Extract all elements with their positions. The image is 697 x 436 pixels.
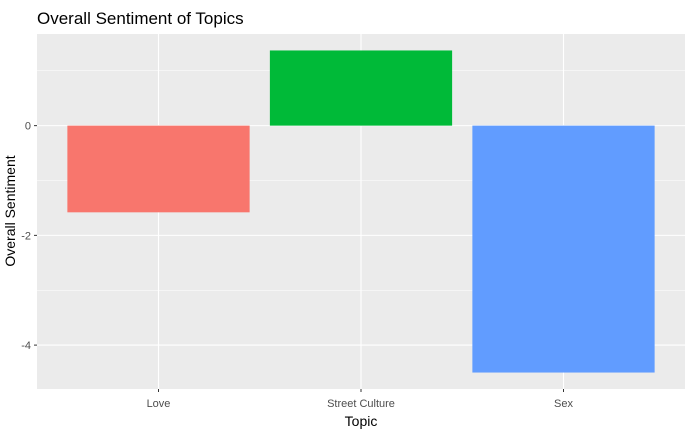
y-axis-title: Overall Sentiment xyxy=(2,155,18,266)
y-tick-label: -4 xyxy=(21,340,31,352)
y-axis-ticks: 0 -2 -4 xyxy=(21,121,37,352)
bars xyxy=(67,50,655,373)
y-tick-label: 0 xyxy=(25,121,31,133)
chart-title: Overall Sentiment of Topics xyxy=(37,9,244,28)
x-tick-label: Love xyxy=(147,398,171,410)
x-axis-ticks: Love Street Culture Sex xyxy=(147,389,573,410)
y-tick-label: -2 xyxy=(21,230,31,242)
bar-sex xyxy=(472,125,655,373)
bar-love xyxy=(67,125,250,213)
x-axis-title: Topic xyxy=(345,413,378,429)
bar-street-culture xyxy=(269,50,453,126)
x-tick-label: Sex xyxy=(554,398,573,410)
x-tick-label: Street Culture xyxy=(327,398,395,410)
